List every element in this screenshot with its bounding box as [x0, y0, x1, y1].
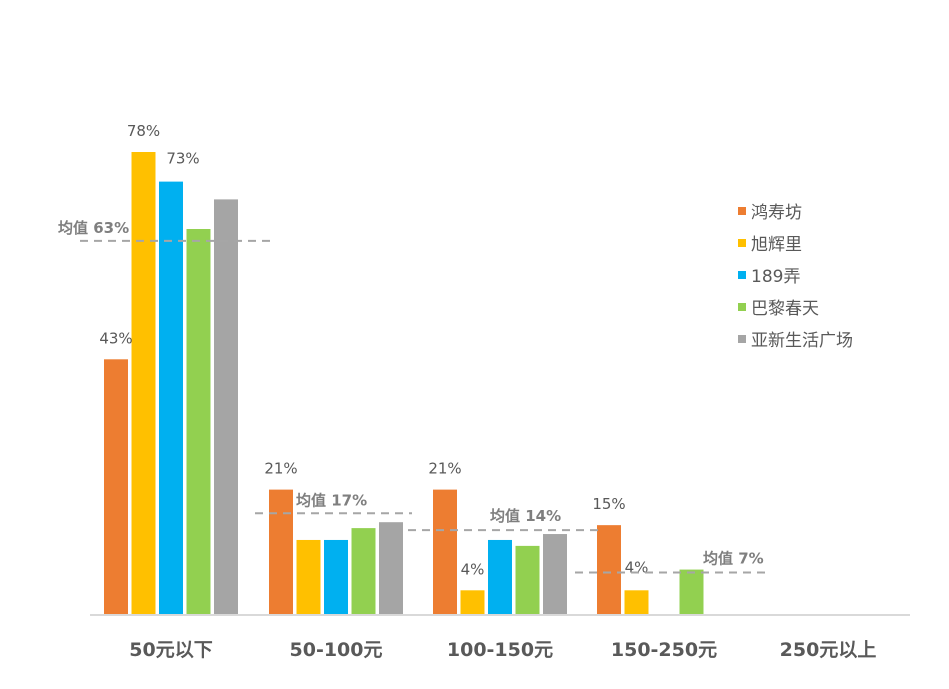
bar-3-3	[679, 569, 704, 614]
data-label: 4%	[625, 558, 649, 576]
data-label: 21%	[264, 460, 297, 478]
legend-swatch	[738, 271, 746, 279]
bar-4-0	[214, 199, 238, 614]
mean-label: 均值 63%	[58, 219, 129, 237]
data-label: 73%	[166, 150, 199, 168]
data-label: 21%	[428, 460, 461, 478]
bar-2-0	[159, 181, 183, 614]
category-label: 150-250元	[611, 639, 717, 661]
bar-2-1	[324, 539, 348, 614]
legend-swatch	[738, 239, 746, 247]
bar-0-1	[269, 489, 293, 614]
category-label: 100-150元	[447, 639, 553, 661]
data-label: 78%	[127, 122, 160, 140]
mean-label: 均值 17%	[296, 491, 367, 509]
category-label: 250元以上	[780, 639, 877, 661]
legend-swatch	[738, 207, 746, 215]
legend-label: 189弄	[751, 267, 800, 287]
bar-4-1	[379, 522, 403, 614]
bar-3-2	[515, 545, 540, 614]
legend-label: 巴黎春天	[751, 299, 819, 319]
category-label: 50-100元	[290, 639, 383, 661]
bar-3-1	[351, 528, 376, 614]
data-label: 15%	[592, 495, 625, 513]
bar-0-0	[104, 359, 128, 614]
bar-0-2	[433, 489, 457, 614]
legend-swatch	[738, 303, 746, 311]
bar-0-3	[597, 525, 621, 614]
bar-2-2	[488, 539, 512, 614]
legend-label: 旭辉里	[751, 235, 802, 255]
bar-1-2	[460, 590, 485, 614]
data-label: 43%	[99, 329, 132, 347]
legend-swatch	[738, 335, 746, 343]
mean-label: 均值 14%	[490, 507, 561, 525]
bar-1-1	[296, 539, 321, 614]
bar-3-0	[186, 229, 211, 614]
bar-4-2	[543, 534, 567, 614]
bar-1-3	[624, 590, 649, 614]
legend-label: 亚新生活广场	[751, 331, 853, 351]
category-label: 50元以下	[129, 639, 212, 661]
bar-1-0	[131, 152, 156, 614]
mean-label: 均值 7%	[703, 550, 764, 568]
data-label: 4%	[461, 560, 485, 578]
legend-label: 鸿寿坊	[751, 203, 802, 223]
